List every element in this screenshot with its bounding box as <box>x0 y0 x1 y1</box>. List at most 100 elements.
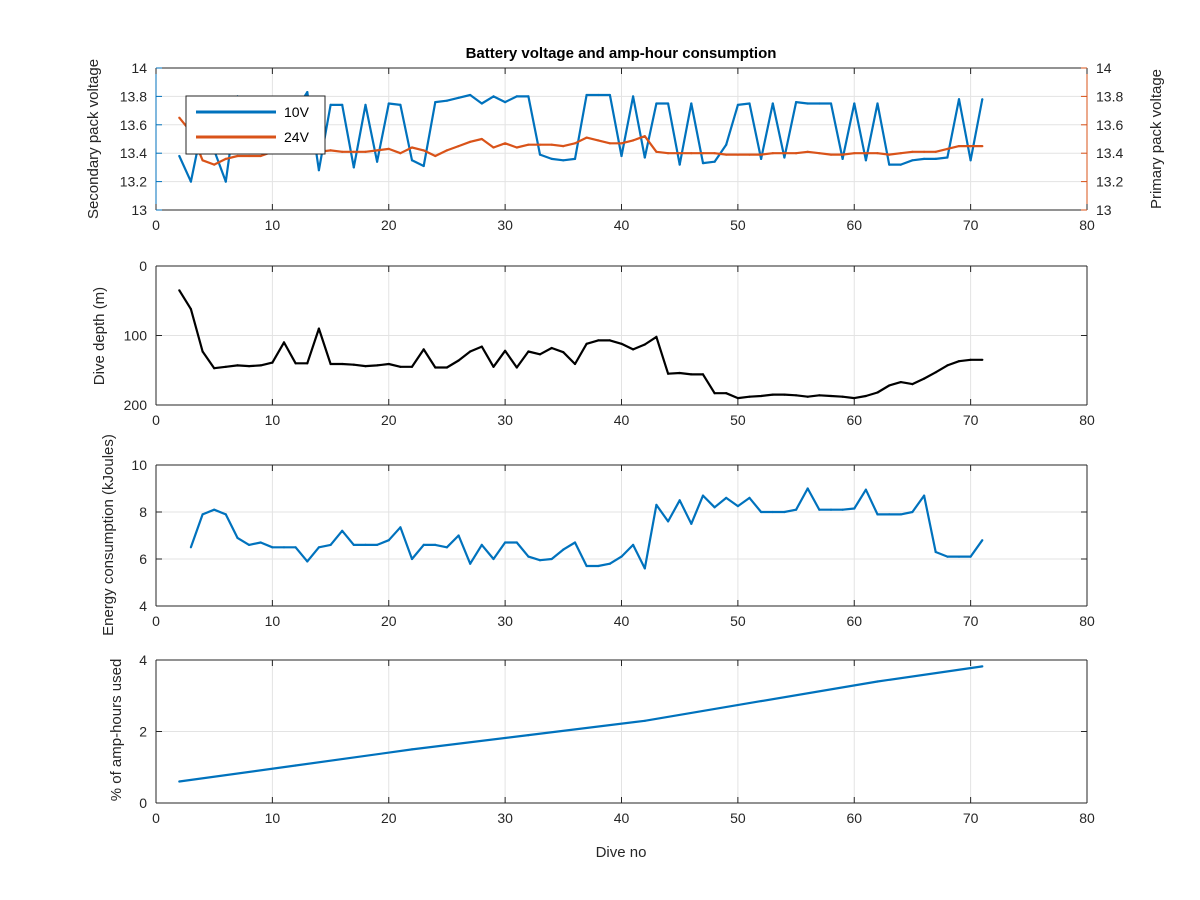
24v-point <box>515 146 518 149</box>
x-tick-label-30: 30 <box>497 217 513 233</box>
y-tick-label-2: 2 <box>139 724 147 740</box>
24v-point <box>690 152 693 155</box>
series-point <box>783 510 786 514</box>
x-tick-label-70: 70 <box>963 412 979 428</box>
series-point <box>399 526 402 529</box>
series-point <box>643 567 646 570</box>
10v-point <box>480 102 483 105</box>
series-point <box>410 557 414 561</box>
x-tick-label-10: 10 <box>265 412 281 428</box>
y-axis-label-amp-hours: % of amp-hours used <box>108 659 125 802</box>
24v-point <box>864 152 868 155</box>
24v-point <box>667 152 670 155</box>
series-point <box>876 680 879 683</box>
x-tick-label-70: 70 <box>963 810 979 826</box>
legend-box <box>185 95 326 155</box>
24v-point <box>876 152 879 155</box>
series-point <box>504 541 507 544</box>
series-point <box>957 555 961 558</box>
x-tick-label-80: 80 <box>1079 613 1095 629</box>
series-point <box>911 383 914 386</box>
24v-point <box>341 150 344 153</box>
series-point <box>271 546 274 549</box>
24v-point <box>376 149 379 152</box>
series-point <box>236 536 239 540</box>
series-point <box>760 700 763 703</box>
x-tick-label-0: 0 <box>152 810 160 826</box>
series-point <box>573 362 577 366</box>
series-point <box>934 371 937 374</box>
x-tick-label-80: 80 <box>1079 810 1095 826</box>
x-tick-label-80: 80 <box>1079 217 1095 233</box>
24v-point <box>818 152 821 155</box>
10v-point <box>585 93 588 97</box>
y-tick-label-13-6: 13.6 <box>120 117 147 133</box>
24v-point <box>469 140 472 143</box>
series-point <box>597 564 600 568</box>
x-tick-label-10: 10 <box>265 810 281 826</box>
10v-point <box>538 153 542 156</box>
series-point <box>201 350 204 353</box>
24v-point <box>399 152 402 155</box>
24v-point <box>410 146 414 149</box>
10v-point <box>818 102 821 105</box>
24v-point <box>504 142 507 145</box>
series-point <box>294 546 297 549</box>
series-point <box>189 546 192 549</box>
series-point <box>504 349 507 352</box>
y-axis-label-dive-depth: Dive depth (m) <box>91 287 108 385</box>
series-point <box>550 346 553 350</box>
y-tick-label-8: 8 <box>139 504 147 520</box>
x-tick-label-50: 50 <box>730 412 746 428</box>
10v-point <box>387 102 390 105</box>
series-point <box>259 364 262 367</box>
10v-point <box>643 156 646 159</box>
series-point <box>713 392 716 395</box>
24v-point <box>888 153 891 156</box>
24v-point <box>771 152 774 155</box>
10v-point <box>655 102 658 105</box>
series-point <box>655 335 658 338</box>
series-point <box>271 361 274 364</box>
series-point <box>480 543 483 547</box>
10v-point <box>341 103 344 106</box>
10v-point <box>969 159 972 162</box>
10v-point <box>934 157 937 160</box>
x-tick-label-0: 0 <box>152 412 160 428</box>
series-point <box>841 508 844 511</box>
y2-tick-label-13-6: 13.6 <box>1096 117 1123 133</box>
series-point <box>329 362 332 366</box>
24v-point <box>923 150 926 153</box>
10v-point <box>376 160 379 163</box>
24v-point <box>981 145 984 148</box>
series-point <box>434 543 437 547</box>
series-line-1-0 <box>178 289 983 400</box>
series-point <box>876 391 879 394</box>
legend-label-24v: 24V <box>284 129 310 145</box>
24v-point <box>597 139 600 142</box>
series-point <box>946 555 949 558</box>
x-tick-label-60: 60 <box>846 412 862 428</box>
10v-point <box>492 95 495 98</box>
10v-point <box>469 93 472 97</box>
10v-point <box>899 163 902 166</box>
series-point <box>829 508 833 511</box>
series-point <box>178 780 181 783</box>
series-point <box>515 541 518 544</box>
24v-point <box>760 153 763 156</box>
10v-point <box>981 98 984 101</box>
series-point <box>306 362 309 365</box>
series-point <box>469 562 472 565</box>
y2-tick-label-13: 13 <box>1096 202 1112 218</box>
x-axis-label: Dive no <box>596 844 647 861</box>
10v-point <box>527 95 530 98</box>
x-tick-label-30: 30 <box>497 810 513 826</box>
legend: 10V 24V <box>185 95 326 155</box>
24v-point <box>387 147 390 150</box>
24v-point <box>434 154 437 158</box>
series-point <box>364 365 367 368</box>
series-point <box>248 543 251 547</box>
24v-point <box>969 145 972 148</box>
24v-point <box>236 154 239 158</box>
10v-point <box>399 103 402 106</box>
